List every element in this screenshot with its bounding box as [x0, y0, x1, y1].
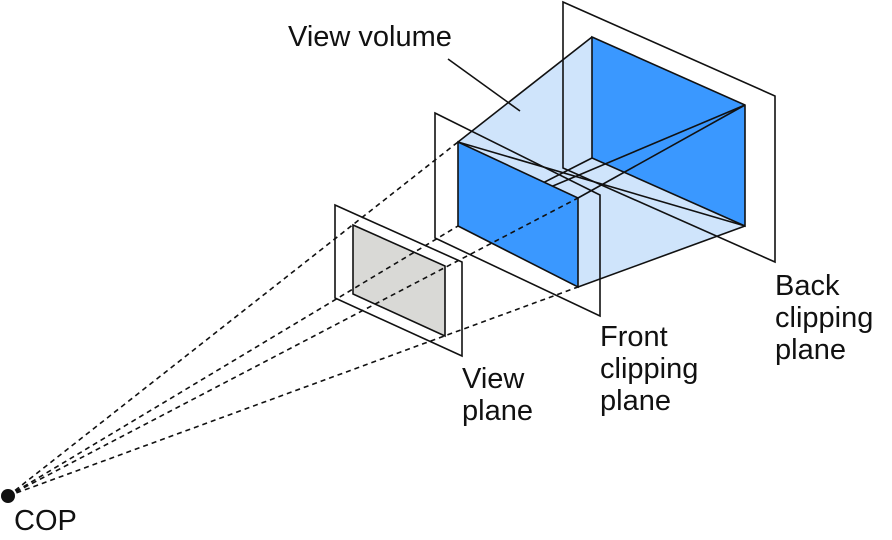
back-label-line-3: plane — [775, 334, 846, 366]
projector-line-upper — [7, 197, 579, 497]
projector-lines — [7, 141, 579, 497]
projector-line-lower — [7, 225, 459, 497]
back-clipping-plane-label: Back clipping plane — [775, 270, 873, 366]
back-clipping-plane-frame — [562, 0, 776, 264]
view-volume-label: View volume — [288, 21, 452, 53]
view-window — [352, 223, 446, 338]
view-volume-leader — [447, 58, 521, 112]
front-label-line-2: clipping — [600, 353, 699, 385]
front-clipping-plane-frame — [434, 111, 601, 318]
view-plane-label: View plane — [462, 363, 533, 427]
view-plane-label-line-1: View — [462, 363, 525, 395]
front-label-line-1: Front — [600, 321, 668, 353]
cop-label: COP — [14, 505, 77, 537]
back-label-line-1: Back — [775, 270, 840, 302]
front-clipping-plane-label: Front clipping plane — [600, 321, 698, 417]
projector-line-top — [7, 141, 459, 497]
view-plane-label-line-2: plane — [462, 395, 533, 427]
front-label-line-3: plane — [600, 385, 671, 417]
cop-point — [1, 489, 15, 503]
back-label-line-2: clipping — [775, 302, 874, 334]
projector-line-bottom — [7, 286, 579, 497]
